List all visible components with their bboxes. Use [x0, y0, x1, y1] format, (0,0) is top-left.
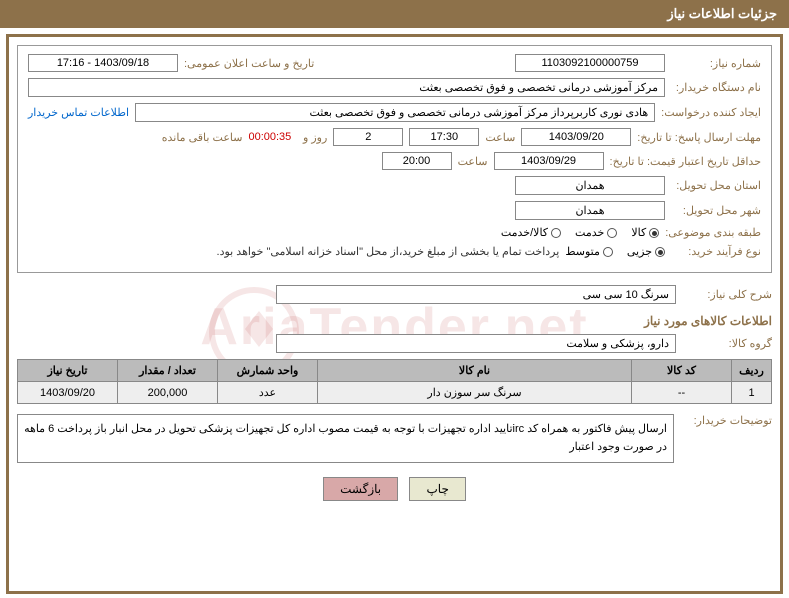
radio-service-label: خدمت — [575, 226, 604, 239]
radio-goods[interactable] — [649, 228, 659, 238]
response-date: 1403/09/20 — [521, 128, 631, 146]
page-header: جزئیات اطلاعات نیاز — [0, 0, 789, 28]
cell-qty: 200,000 — [118, 382, 218, 404]
category-radio-group: کالا خدمت کالا/خدمت — [501, 226, 659, 239]
goods-info-heading: اطلاعات کالاهای مورد نیاز — [17, 314, 772, 328]
radio-service[interactable] — [607, 228, 617, 238]
cell-date: 1403/09/20 — [18, 382, 118, 404]
th-code: کد کالا — [632, 360, 732, 382]
table-row: 1 -- سرنگ سر سوزن دار عدد 200,000 1403/0… — [18, 382, 772, 404]
action-buttons: چاپ بازگشت — [17, 477, 772, 501]
requester-value: هادی نوری کاربرپرداز مرکز آموزشی درمانی … — [135, 103, 655, 122]
process-label: نوع فرآیند خرید: — [671, 245, 761, 258]
province-value: همدان — [515, 176, 665, 195]
requester-label: ایجاد کننده درخواست: — [661, 106, 761, 119]
price-validity-label: حداقل تاریخ اعتبار قیمت: تا تاریخ: — [610, 155, 761, 168]
response-deadline-label: مهلت ارسال پاسخ: تا تاریخ: — [637, 131, 761, 144]
th-date: تاریخ نیاز — [18, 360, 118, 382]
province-label: استان محل تحویل: — [671, 179, 761, 192]
desc-value: سرنگ 10 سی سی — [276, 285, 676, 304]
radio-goods-service-label: کالا/خدمت — [501, 226, 548, 239]
radio-goods-label: کالا — [631, 226, 646, 239]
buyer-org-value: مرکز آموزشی درمانی تخصصی و فوق تخصصی بعث… — [28, 78, 665, 97]
time-label-2: ساعت — [458, 155, 488, 168]
remaining-label: ساعت باقی مانده — [162, 131, 243, 144]
announce-value: 1403/09/18 - 17:16 — [28, 54, 178, 72]
cell-row: 1 — [732, 382, 772, 404]
process-note: پرداخت تمام یا بخشی از مبلغ خرید،از محل … — [217, 245, 560, 258]
desc-label: شرح کلی نیاز: — [682, 288, 772, 301]
print-button[interactable]: چاپ — [409, 477, 465, 501]
need-no-label: شماره نیاز: — [671, 57, 761, 70]
need-no-value: 1103092100000759 — [515, 54, 665, 72]
goods-table: ردیف کد کالا نام کالا واحد شمارش تعداد /… — [17, 359, 772, 404]
announce-label: تاریخ و ساعت اعلان عمومی: — [184, 57, 314, 70]
page-title: جزئیات اطلاعات نیاز — [667, 6, 777, 21]
goods-group-label: گروه کالا: — [682, 337, 772, 350]
price-time: 20:00 — [382, 152, 452, 170]
days-and-label: روز و — [297, 131, 327, 144]
cell-code: -- — [632, 382, 732, 404]
radio-small-label: جزیی — [627, 245, 652, 258]
th-qty: تعداد / مقدار — [118, 360, 218, 382]
buyer-notes-value: ارسال پیش فاکتور به همراه کد ircتایید اد… — [17, 414, 674, 463]
days-value: 2 — [333, 128, 403, 146]
radio-small[interactable] — [655, 247, 665, 257]
buyer-org-label: نام دستگاه خریدار: — [671, 81, 761, 94]
countdown-timer: 00:00:35 — [248, 131, 291, 143]
time-label-1: ساعت — [485, 131, 515, 144]
response-time: 17:30 — [409, 128, 479, 146]
radio-goods-service[interactable] — [551, 228, 561, 238]
th-name: نام کالا — [318, 360, 632, 382]
outer-frame: AriaTender.net شماره نیاز: 1103092100000… — [6, 34, 783, 594]
city-value: همدان — [515, 201, 665, 220]
radio-medium[interactable] — [603, 247, 613, 257]
goods-group-value: دارو، پزشکی و سلامت — [276, 334, 676, 353]
th-unit: واحد شمارش — [218, 360, 318, 382]
buyer-contact-link[interactable]: اطلاعات تماس خریدار — [28, 106, 129, 119]
back-button[interactable]: بازگشت — [323, 477, 398, 501]
process-radio-group: جزیی متوسط — [565, 245, 665, 258]
buyer-notes-label: توضیحات خریدار: — [682, 414, 772, 427]
cell-unit: عدد — [218, 382, 318, 404]
th-row: ردیف — [732, 360, 772, 382]
price-date: 1403/09/29 — [494, 152, 604, 170]
category-label: طبقه بندی موضوعی: — [665, 226, 761, 239]
details-panel: شماره نیاز: 1103092100000759 تاریخ و ساع… — [17, 45, 772, 273]
city-label: شهر محل تحویل: — [671, 204, 761, 217]
radio-medium-label: متوسط — [565, 245, 600, 258]
cell-name: سرنگ سر سوزن دار — [318, 382, 632, 404]
